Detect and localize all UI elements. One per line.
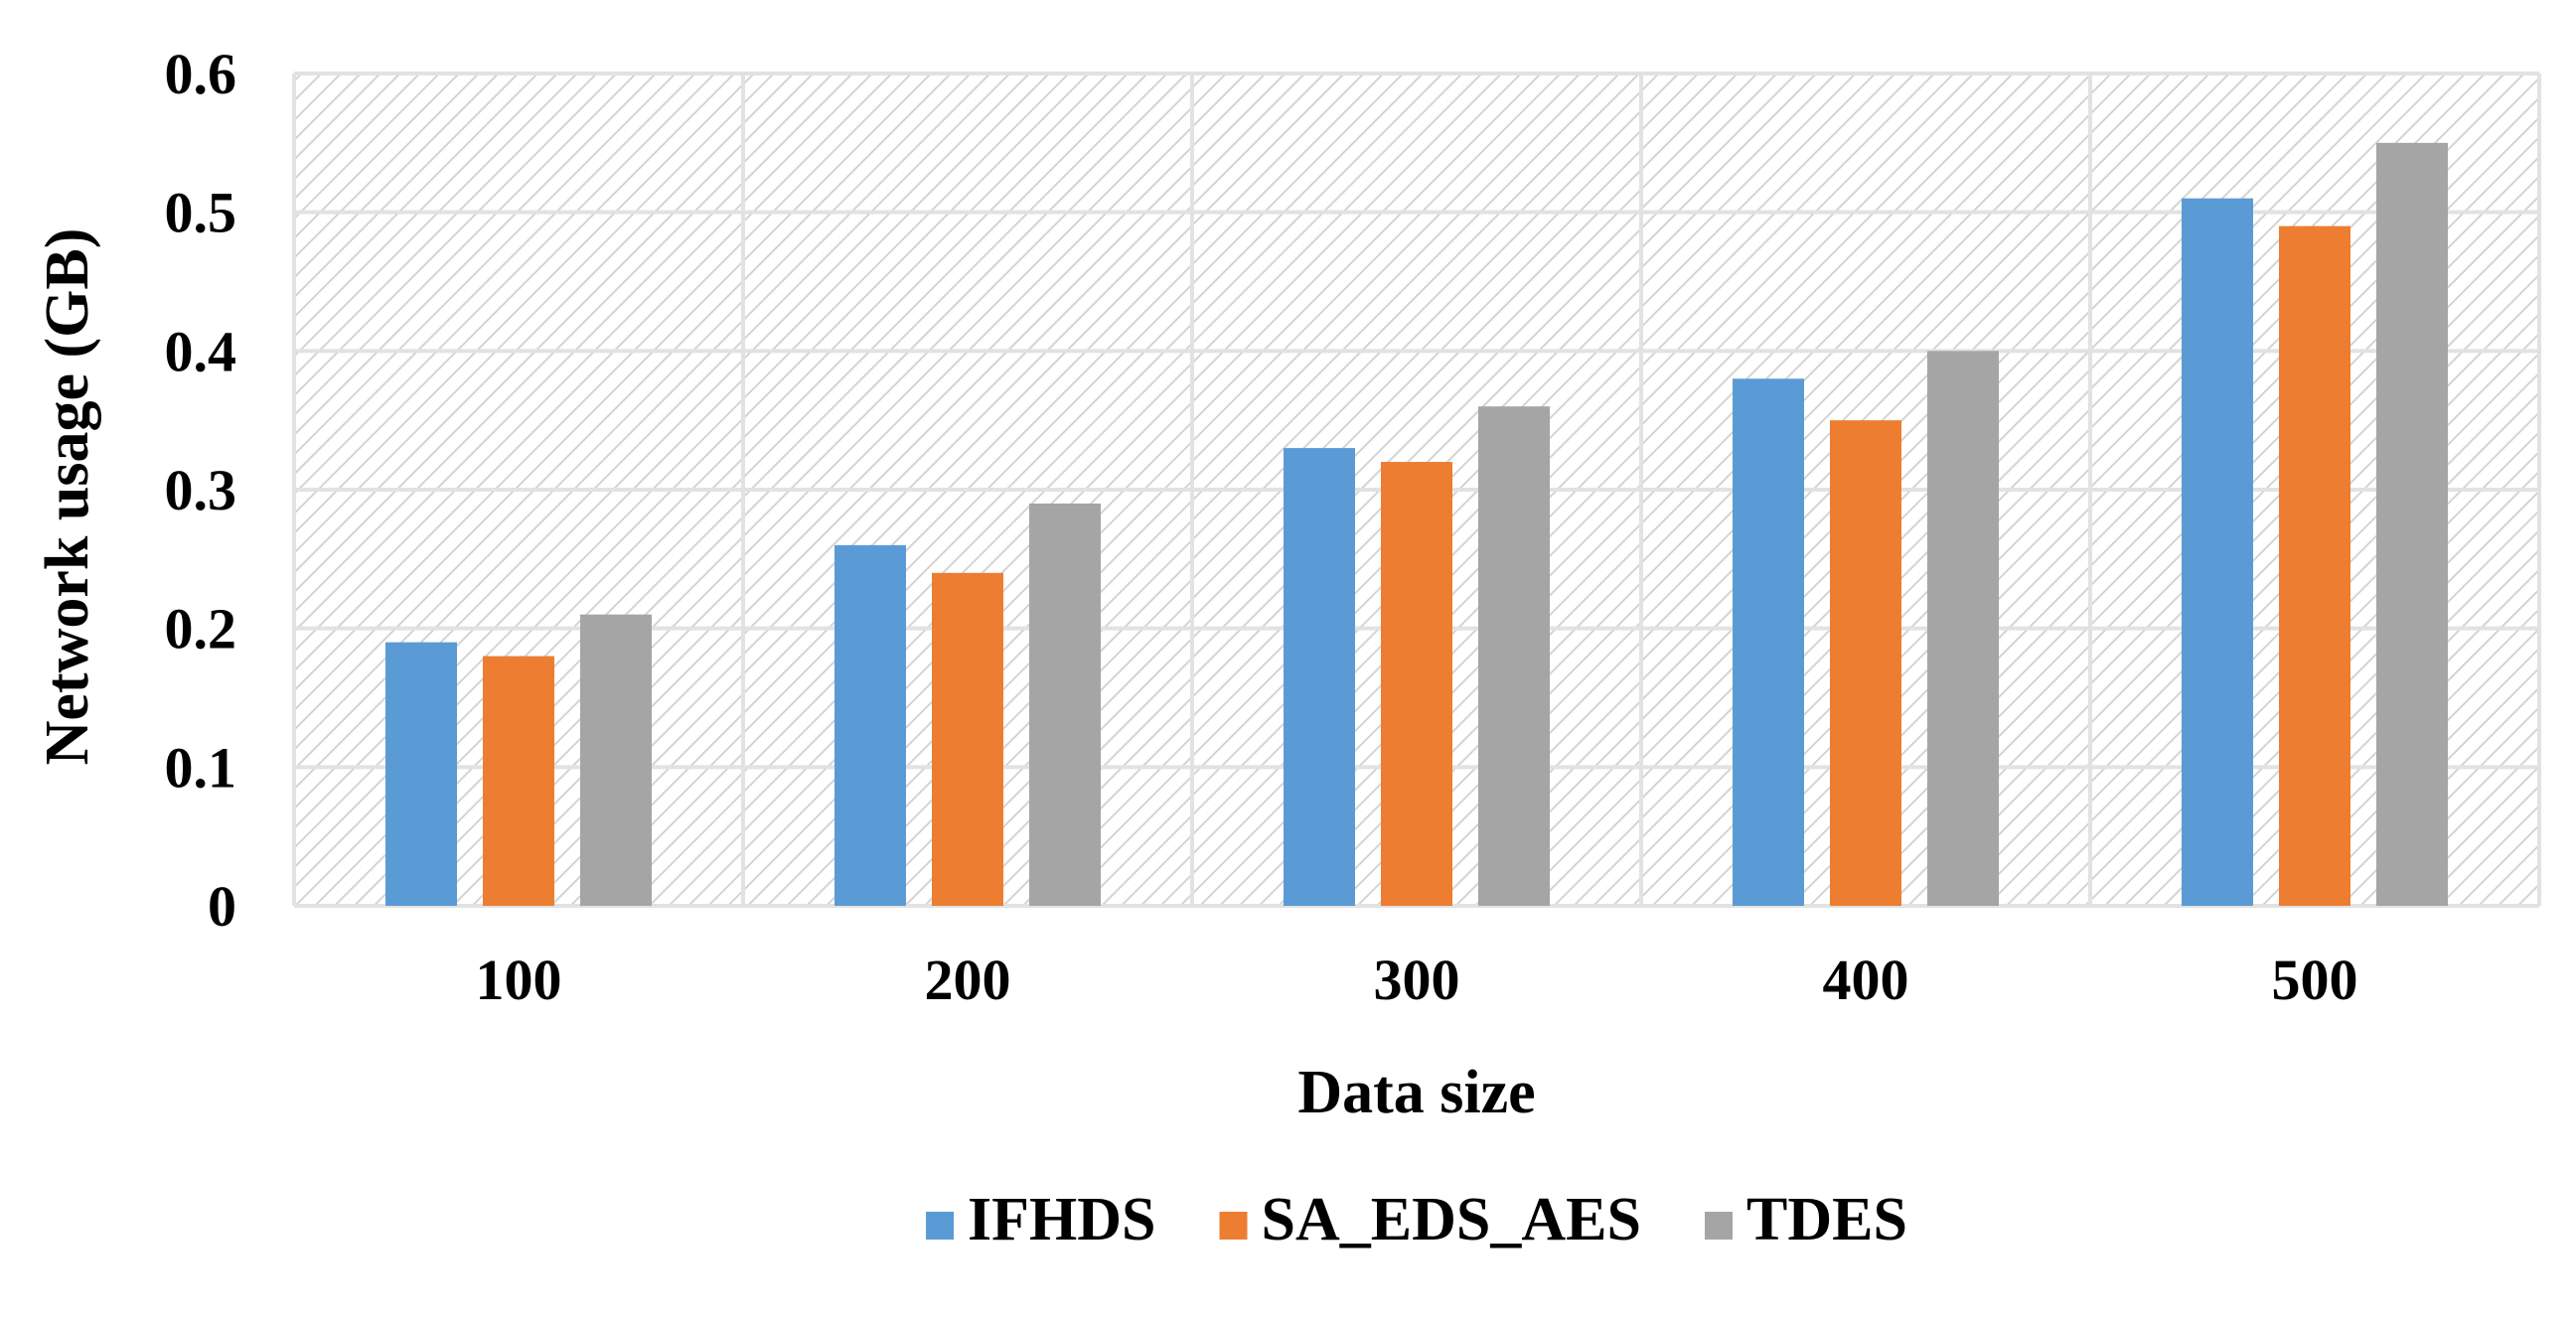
legend: IFHDS SA_EDS_AES TDES [926, 1186, 1907, 1253]
x-tick-label-500: 500 [2272, 948, 2358, 1012]
bar-sa-eds-aes-300 [1381, 462, 1452, 906]
y-tick-label-3: 0.3 [165, 458, 237, 522]
y-tick-label-4: 0.4 [165, 319, 237, 383]
bar-tdes-200 [1029, 503, 1101, 906]
legend-swatch-ifhds [926, 1212, 955, 1240]
y-tick-label-6: 0.6 [165, 42, 237, 106]
bar-sa-eds-aes-200 [932, 572, 1003, 906]
legend-label-sa-eds-aes: SA_EDS_AES [1262, 1186, 1641, 1253]
legend-swatch-sa-eds-aes [1219, 1212, 1248, 1240]
y-tick-label-5: 0.5 [165, 181, 237, 245]
bar-ifhds-100 [385, 642, 457, 906]
x-axis-title: Data size [1297, 1059, 1535, 1126]
y-axis-ticks: 0 0.1 0.2 0.3 0.4 0.5 0.6 [165, 42, 237, 939]
x-tick-label-100: 100 [476, 948, 562, 1012]
x-tick-label-300: 300 [1374, 948, 1460, 1012]
x-tick-label-400: 400 [1823, 948, 1909, 1012]
bar-sa-eds-aes-400 [1830, 420, 1901, 906]
bar-tdes-300 [1478, 406, 1550, 906]
bars [385, 142, 2448, 907]
bar-ifhds-500 [2182, 198, 2253, 906]
bar-tdes-100 [580, 614, 652, 906]
legend-label-ifhds: IFHDS [968, 1186, 1155, 1253]
y-tick-label-1: 0.1 [165, 735, 237, 800]
bar-ifhds-400 [1733, 378, 1804, 906]
bar-sa-eds-aes-100 [483, 656, 554, 906]
y-axis-title: Network usage (GB) [34, 228, 101, 766]
y-tick-label-2: 0.2 [165, 597, 237, 661]
bar-tdes-500 [2376, 142, 2448, 907]
legend-swatch-tdes [1705, 1212, 1733, 1240]
y-tick-label-0: 0 [208, 874, 236, 939]
x-axis-ticks: 100 200 300 400 500 [476, 948, 2358, 1012]
bar-ifhds-200 [834, 544, 906, 906]
x-tick-label-200: 200 [925, 948, 1011, 1012]
bar-sa-eds-aes-500 [2279, 225, 2350, 907]
legend-label-tdes: TDES [1746, 1186, 1907, 1253]
bar-tdes-400 [1927, 351, 1999, 906]
bar-ifhds-300 [1284, 448, 1355, 906]
